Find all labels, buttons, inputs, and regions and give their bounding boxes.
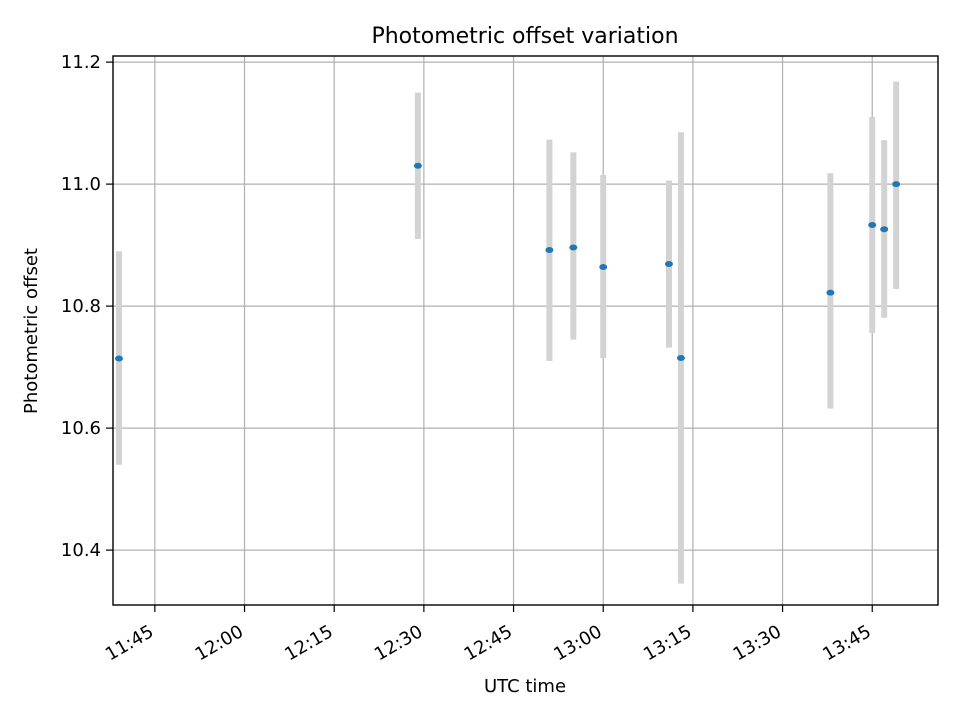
x-tick-label: 11:45 xyxy=(102,621,157,665)
x-tick-label: 12:00 xyxy=(192,621,247,665)
x-tick-label: 13:45 xyxy=(819,621,874,665)
data-point xyxy=(676,354,685,361)
x-tick-label: 13:15 xyxy=(640,621,695,665)
data-point xyxy=(868,221,877,228)
x-tick-label: 12:30 xyxy=(371,621,426,665)
y-axis-ticks: 10.4 10.6 10.8 11.0 11.2 xyxy=(61,52,113,561)
data-point xyxy=(599,264,608,271)
grid xyxy=(113,56,938,605)
data-point xyxy=(114,355,123,362)
data-point xyxy=(664,261,673,268)
x-axis-ticks: 11:45 12:00 12:15 12:30 12:45 13:00 13:15 13:30… xyxy=(102,605,875,665)
y-axis-label: Photometric offset xyxy=(21,248,42,414)
data-point xyxy=(892,181,901,188)
error-bars xyxy=(115,81,900,584)
plot-frame xyxy=(112,55,939,606)
y-tick-label: 10.4 xyxy=(61,540,101,561)
y-tick-label: 11.2 xyxy=(61,52,101,73)
y-tick-label: 10.6 xyxy=(61,418,101,439)
data-points xyxy=(114,162,901,362)
data-point xyxy=(826,289,835,296)
data-point xyxy=(880,226,889,233)
x-tick-label: 13:00 xyxy=(550,621,605,665)
chart-title: Photometric offset variation xyxy=(371,24,678,49)
x-axis-label: UTC time xyxy=(484,676,566,697)
x-tick-label: 12:45 xyxy=(461,621,516,665)
data-point xyxy=(545,246,554,253)
x-tick-label: 13:30 xyxy=(730,621,785,665)
y-tick-label: 11.0 xyxy=(61,174,101,195)
data-point xyxy=(569,244,578,251)
data-point xyxy=(413,162,422,169)
x-tick-label: 12:15 xyxy=(281,621,336,665)
y-tick-label: 10.8 xyxy=(61,296,101,317)
